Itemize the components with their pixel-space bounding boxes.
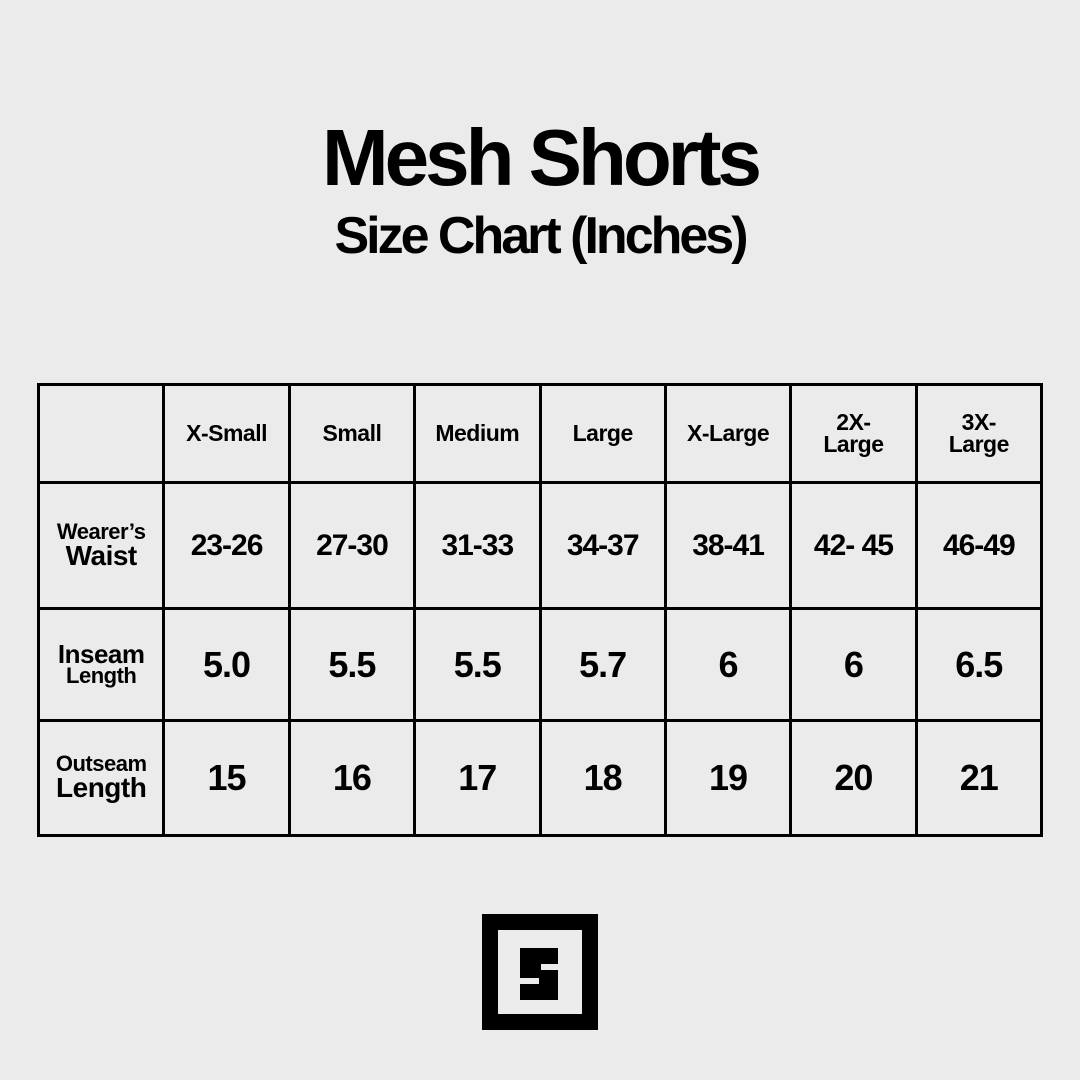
row-label-bottom: Waist	[65, 539, 138, 571]
table-cell: 5.7	[538, 607, 667, 722]
table-cell: 17	[413, 719, 542, 837]
column-header: Medium	[413, 383, 542, 484]
table-cell: 31-33	[413, 481, 542, 610]
table-row: Outseam Length 15 16 17 18 19 20 21	[36, 719, 1044, 837]
table-cell: 5.0	[162, 607, 291, 722]
table-cell: 27-30	[287, 481, 417, 610]
table-cell: 5.5	[413, 607, 542, 722]
column-header: X-Large	[663, 383, 793, 484]
table-cell: 21	[914, 719, 1044, 837]
row-label-bottom: Length	[56, 772, 147, 804]
row-label-top: Inseam	[57, 638, 145, 669]
table-cell: 6.5	[914, 607, 1044, 722]
square-s-logo-icon	[482, 914, 598, 1030]
table-cell: 20	[789, 719, 918, 837]
row-label: Wearer’s Waist	[36, 481, 166, 610]
row-label: Outseam Length	[36, 719, 166, 837]
column-header: Small	[287, 383, 417, 484]
row-label-bottom: Length	[66, 663, 137, 689]
table-cell: 19	[663, 719, 793, 837]
column-header: 3X- Large	[914, 383, 1044, 484]
table-cell: 23-26	[162, 481, 291, 610]
table-cell: 16	[287, 719, 417, 837]
row-label-top: Outseam	[55, 751, 147, 777]
table-cell: 6	[663, 607, 793, 722]
size-chart-table: X-Small Small Medium Large X-Large 2X- L…	[36, 383, 1044, 837]
row-label: Inseam Length	[36, 607, 166, 722]
table-cell: 34-37	[538, 481, 667, 610]
table-cell: 5.5	[287, 607, 417, 722]
table-header-row: X-Small Small Medium Large X-Large 2X- L…	[36, 383, 1044, 484]
page-title: Mesh Shorts	[321, 113, 762, 202]
table-cell: 38-41	[663, 481, 793, 610]
row-label-top: Wearer’s	[56, 518, 146, 544]
table-row: Inseam Length 5.0 5.5 5.5 5.7 6 6 6.5	[36, 607, 1044, 722]
table-cell: 46-49	[914, 481, 1044, 610]
column-header: 2X- Large	[789, 383, 918, 484]
table-cell: 18	[538, 719, 667, 837]
table-cell: 42- 45	[789, 481, 918, 610]
column-header: Large	[538, 383, 667, 484]
corner-cell	[36, 383, 166, 484]
page-subtitle: Size Chart (Inches)	[334, 207, 748, 265]
column-header: X-Small	[162, 383, 291, 484]
table-cell: 15	[162, 719, 291, 837]
table-row: Wearer’s Waist 23-26 27-30 31-33 34-37 38…	[36, 481, 1044, 610]
table-cell: 6	[789, 607, 918, 722]
